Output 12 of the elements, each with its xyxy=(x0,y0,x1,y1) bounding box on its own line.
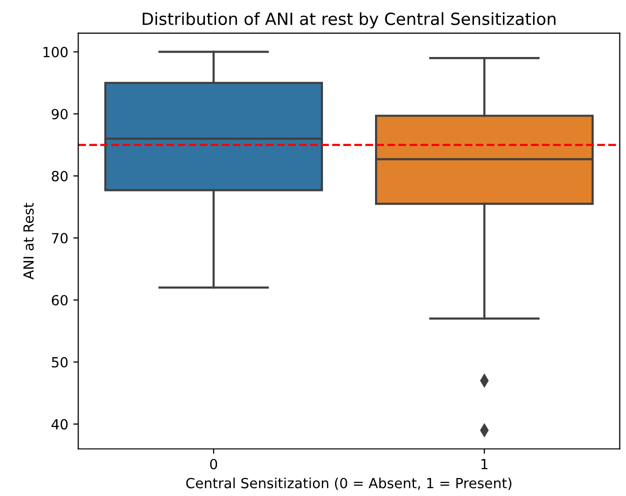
y-axis-title: ANI at Rest xyxy=(23,202,34,280)
y-tick-label: 80 xyxy=(52,170,68,182)
x-tick-label: 0 xyxy=(210,458,218,470)
y-tick-label: 40 xyxy=(52,419,68,430)
y-tick-label: 60 xyxy=(52,294,68,306)
y-tick-label: 50 xyxy=(52,356,68,368)
y-tick-label: 100 xyxy=(44,46,68,58)
y-tick-label: 90 xyxy=(52,108,68,120)
chart-title: Distribution of ANI at rest by Central Sensitization xyxy=(142,12,556,28)
x-tick-label: 1 xyxy=(481,459,488,470)
y-tick-label: 70 xyxy=(52,232,68,244)
x-axis-title: Central Sensitization (0 = Absent, 1 = Present) xyxy=(186,478,512,490)
